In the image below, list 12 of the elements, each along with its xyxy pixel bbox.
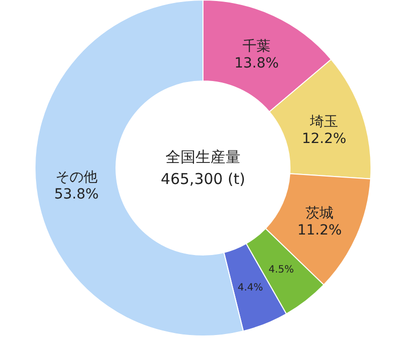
text: 465,300 (t) [160,170,246,188]
data-label: 13.8% [234,55,279,72]
slice-label: 茨城 [306,206,334,222]
slice-label: 埼玉 [309,114,338,130]
data-label: 4.4% [238,282,264,294]
data-label: 11.2% [297,222,342,239]
data-label: 4.5% [268,264,294,276]
text: 全国生産量 [166,148,240,166]
data-label: 12.2% [302,130,346,147]
slice-label: 千葉 [242,38,271,54]
data-label: 53.8% [54,186,99,202]
slice-label: その他 [55,169,98,186]
